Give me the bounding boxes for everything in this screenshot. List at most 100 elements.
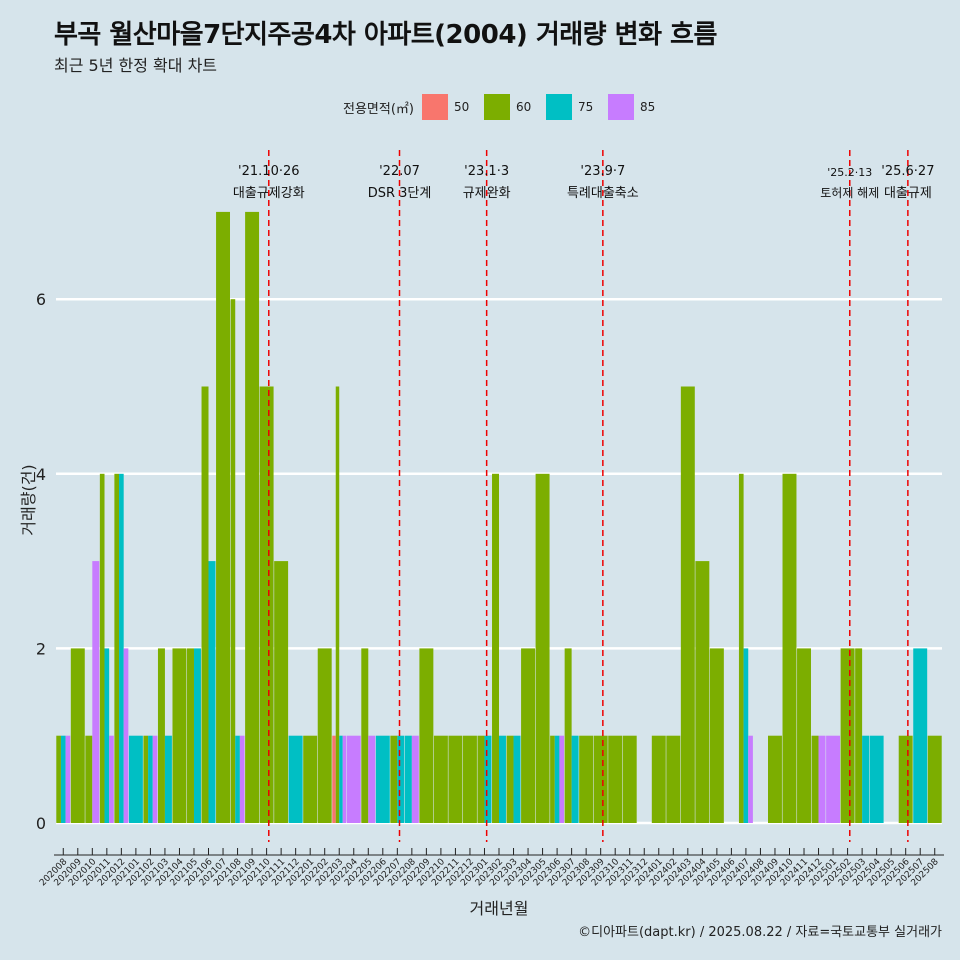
bar-202111-60 [274,561,289,823]
bar-202303-75 [513,735,521,823]
bar-202210-60 [433,735,448,823]
bar-202101-75 [128,735,143,823]
bar-202208-75 [404,735,412,823]
bar-202303-60 [506,735,514,823]
legend-label-75: 75 [577,100,594,114]
legend-item-60: 60 [483,94,542,120]
bar-202204-85 [346,735,361,823]
bar-202203-75 [339,735,343,823]
annotation-label: 특례대출축소 [567,186,639,201]
legend-label-60: 60 [515,100,532,114]
bar-202508-60 [927,735,942,823]
bar-202502-60 [840,648,855,823]
bar-202203-85 [342,735,347,823]
annotation-date: '25.6·27 [881,164,934,179]
bar-202403-60 [680,386,695,823]
annotation-label: DSR 3단계 [368,186,432,201]
bar-202412-60 [811,735,819,823]
legend-label-50: 50 [453,100,470,114]
bar-202503-75 [862,735,870,823]
legend-swatch-85 [607,94,634,120]
bar-202008-75 [60,735,66,823]
bar-202306-85 [559,735,565,823]
bar-202306-75 [554,735,560,823]
bar-202412-85 [818,735,826,823]
bar-202208-85 [411,735,419,823]
annotation-label: 대출규제 [884,186,932,201]
legend-swatch-75 [545,94,572,120]
legend-item-50: 50 [421,94,480,120]
bar-202506-60 [898,735,913,823]
bar-202011-60 [99,473,105,823]
annotation-date: '22.07 [379,164,420,179]
bar-202407-75 [743,648,749,823]
bar-202102-75 [148,735,153,823]
annotation-date: '25.2·13 [827,166,872,179]
bar-202201-60 [303,735,318,823]
annotation-date: '23.1·3 [464,164,509,179]
legend-label-85: 85 [639,100,656,114]
bar-202206-75 [375,735,390,823]
bar-202503-60 [855,648,863,823]
y-tick-label: 0 [36,814,46,833]
bar-202102-85 [152,735,158,823]
bar-202405-60 [709,648,724,823]
bar-202108-85 [239,735,245,823]
annotation-date: '23.9·7 [580,164,625,179]
legend-title: 전용면적(㎡) [343,101,414,117]
y-tick-label: 2 [36,639,46,658]
bar-202305-60 [535,473,550,823]
bar-202011-75 [104,648,110,823]
bar-202108-60 [230,299,236,823]
bar-202301-60 [477,735,485,823]
bar-202209-60 [419,648,434,823]
legend-swatch-50 [421,94,448,120]
bar-202507-75 [913,648,928,823]
bar-202410-60 [782,473,797,823]
bar-202106-60 [201,386,209,823]
bar-202306-60 [550,735,555,823]
bar-202106-75 [208,561,216,823]
bar-202105-75 [193,648,201,823]
bar-202203-60 [335,386,340,823]
legend-swatch-60 [483,94,510,120]
bar-202012-75 [119,473,124,823]
bar-202203-50 [332,735,336,823]
chart-title: 부곡 월산마을7단지주공4차 아파트(2004) 거래량 변화 흐름 [54,20,717,50]
annotation-label: 규제완화 [463,186,511,201]
y-tick-label: 6 [36,290,46,309]
bar-202110-60 [259,386,274,823]
bar-202307-75 [571,735,579,823]
bar-202504-75 [869,735,884,823]
x-axis-title: 거래년월 [470,899,529,918]
source-caption: ©디아파트(dapt.kr) / 2025.08.22 / 자료=국토교통부 실… [578,925,942,940]
bar-202010-85 [92,561,100,823]
bar-202202-60 [317,648,332,823]
annotation-label: 토허제 해제 [820,186,879,200]
legend-item-85: 85 [607,94,666,120]
bar-202112-75 [288,735,303,823]
bar-202301-75 [484,735,492,823]
annotation-date: '21.10·26 [238,164,299,179]
bar-202012-85 [123,648,129,823]
bar-202304-60 [521,648,536,823]
y-axis-title: 거래량(건) [19,464,38,535]
bar-202411-60 [797,648,811,823]
bar-202103-60 [157,648,165,823]
bar-202109-60 [245,211,260,823]
legend-item-75: 75 [545,94,604,120]
bar-202409-60 [767,735,782,823]
bar-202103-75 [164,735,172,823]
bar-202401-60 [651,735,666,823]
chart-subtitle: 최근 5년 한정 확대 차트 [54,56,218,75]
bar-202211-60 [448,735,463,823]
bar-202009-60 [70,648,85,823]
bar-202008-60 [56,735,61,823]
annotation-label: 대출규제강화 [233,186,305,201]
bar-202012-60 [114,473,120,823]
bar-202107-60 [216,211,231,823]
bar-202311-60 [622,735,637,823]
bar-202207-60 [390,735,398,823]
bar-202501-85 [826,735,841,823]
